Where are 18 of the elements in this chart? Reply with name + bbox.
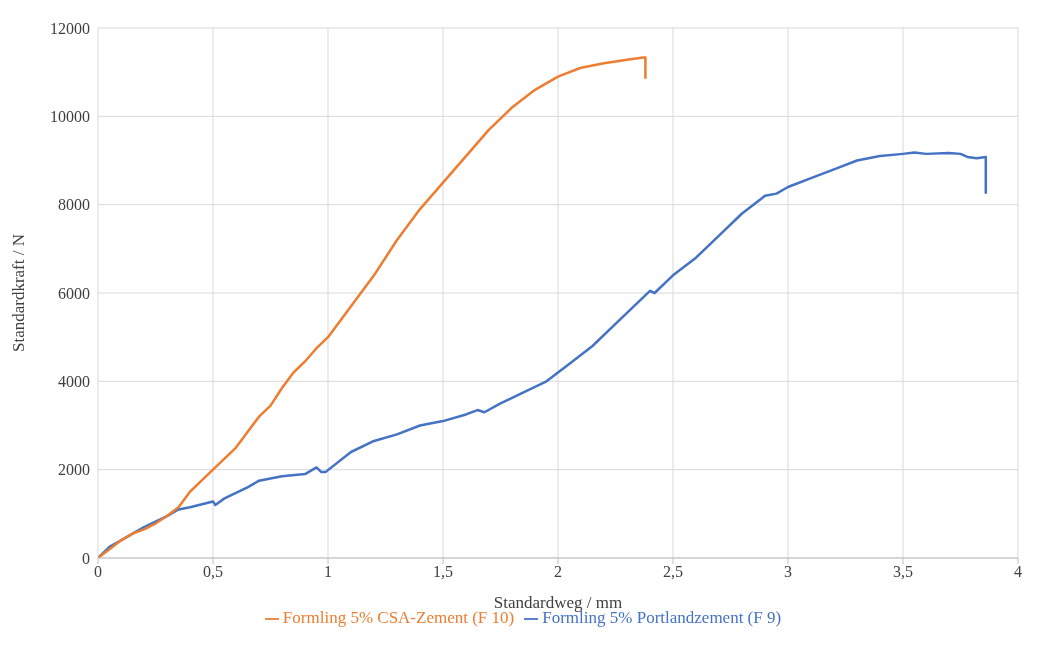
x-tick-label: 3 (784, 563, 792, 581)
x-tick-label: 1,5 (433, 563, 453, 581)
line-series (98, 56, 647, 558)
y-tick-label: 0 (82, 549, 90, 567)
y-tick-label: 2000 (58, 461, 90, 479)
y-tick-label: 12000 (50, 19, 90, 37)
y-axis-title: Standardkraft / N (9, 233, 29, 353)
x-tick-label: 1 (324, 563, 332, 581)
x-tick-label: 0 (94, 563, 102, 581)
y-tick-label: 4000 (58, 373, 90, 391)
x-tick-label: 3,5 (893, 563, 913, 581)
x-tick-label: 2 (554, 563, 562, 581)
y-tick-label: 10000 (50, 108, 90, 126)
x-tick-label: 0,5 (203, 563, 223, 581)
x-tick-label: 2,5 (663, 563, 683, 581)
y-tick-label: 8000 (58, 196, 90, 214)
y-tick-label: 6000 (58, 284, 90, 302)
x-tick-label: 4 (1014, 563, 1022, 581)
